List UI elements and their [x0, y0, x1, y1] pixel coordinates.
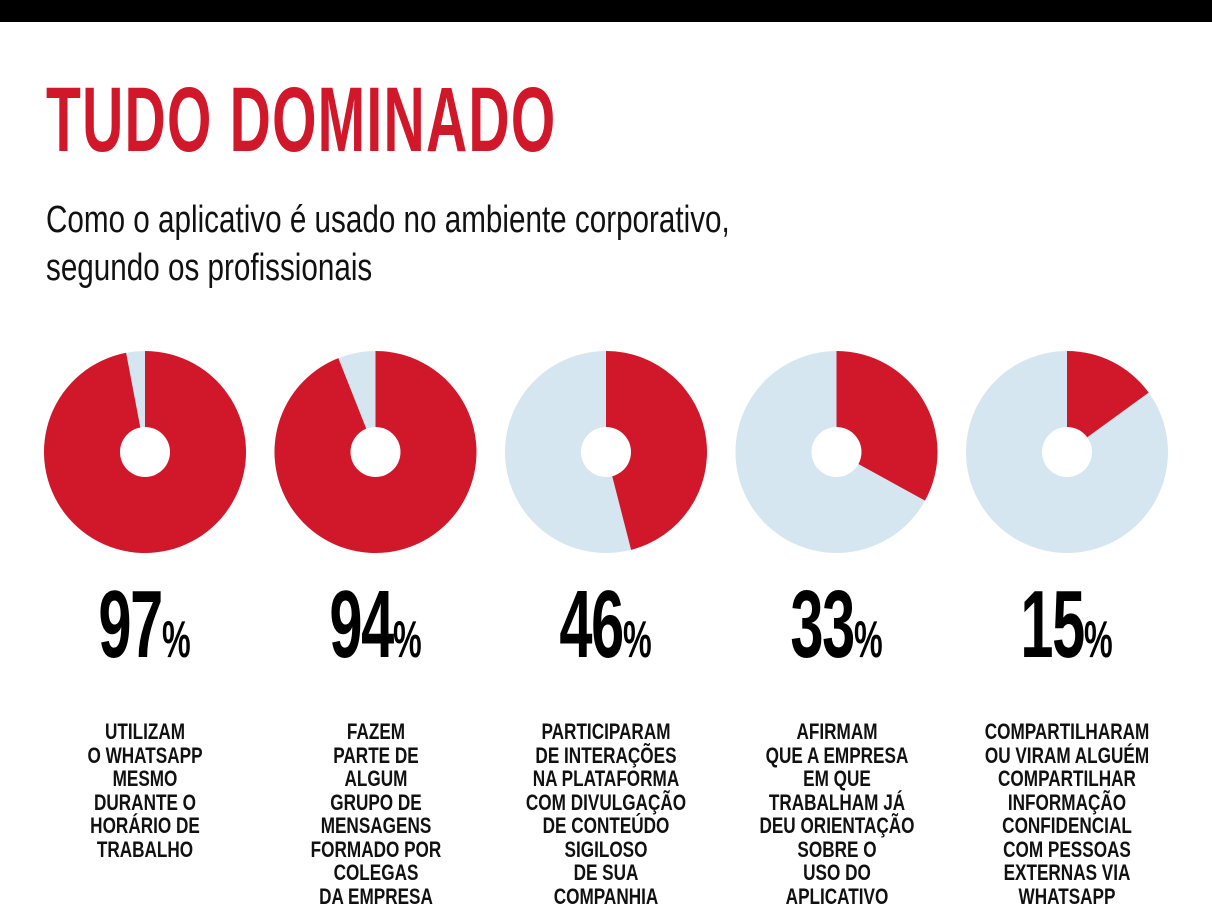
- donut-hole: [1042, 427, 1092, 477]
- description-line: COLEGAS: [333, 860, 418, 885]
- percent-sign: %: [393, 611, 422, 669]
- percentage-number: 46: [559, 571, 625, 678]
- stat-description: COMPARTILHARAM OU VIRAM ALGUÉM COMPARTILHA…: [952, 720, 1182, 908]
- description-line: DE CONTEÚDO: [542, 813, 670, 838]
- stat-column: 15% COMPARTILHARAM OU VIRAM ALGUÉM COMPARTI…: [952, 575, 1182, 908]
- chart-subtitle: Como o aplicativo é usado no ambiente co…: [46, 196, 730, 292]
- stat-column: 46% PARTICIPARAM DE INTERAÇÕES NA PLATAFORM…: [491, 575, 721, 908]
- description-line: ALGUM: [344, 766, 407, 791]
- description-line: UTILIZAM: [104, 719, 186, 744]
- description-line: MESMO: [112, 766, 178, 791]
- donut-hole: [120, 427, 170, 477]
- description-line: EM QUE: [802, 766, 871, 791]
- subtitle-line: Como o aplicativo é usado no ambiente co…: [46, 199, 730, 241]
- description-line: COMPANHIA: [553, 883, 659, 909]
- percentage-number: 33: [790, 571, 855, 678]
- description-line: GRUPO DE: [329, 789, 422, 815]
- description-line: CONFIDENCIAL: [1002, 813, 1132, 838]
- donut-hole: [350, 427, 401, 477]
- stat-column: 33% AFIRMAM QUE A EMPRESA EM QUE TRABALHAM J…: [722, 575, 952, 908]
- donut-value-slice: [1067, 351, 1149, 452]
- percent-sign: %: [1084, 611, 1114, 669]
- description-line: SIGILOSO: [564, 836, 648, 862]
- description-line: PARTICIPARAM: [541, 719, 671, 744]
- donut-value-slice: [606, 351, 707, 550]
- stat-column: 94% FAZEM PARTE DE ALGUM GRUPO DE MENSAGENS FO…: [261, 575, 491, 908]
- description-line: COM DIVULGAÇÃO: [525, 789, 687, 815]
- description-line: SOBRE O: [796, 836, 877, 862]
- percent-sign: %: [162, 611, 192, 669]
- stat-description: PARTICIPARAM DE INTERAÇÕES NA PLATAFORMA CO…: [491, 720, 721, 908]
- donut-chart: [505, 351, 707, 553]
- description-line: DE SUA: [573, 860, 639, 885]
- description-line: EXTERNAS VIA: [1003, 860, 1131, 885]
- description-line: INFORMAÇÃO: [1007, 789, 1127, 815]
- description-line: APLICATIVO: [785, 883, 888, 909]
- description-line: PARTE DE: [332, 742, 419, 768]
- description-line: OU VIRAM ALGUÉM: [984, 742, 1150, 768]
- stat-description: UTILIZAM O WHATSAPP MESMO DURANTE O HORÁRIO …: [30, 720, 260, 861]
- donut-hole: [581, 427, 631, 477]
- donut-chart: [274, 351, 477, 553]
- stat-column: 97% UTILIZAM O WHATSAPP MESMO DURANTE O HORÁR…: [30, 575, 260, 861]
- percentage-value: 15%: [1021, 575, 1113, 690]
- chart-title: TUDO DOMINADO: [46, 69, 557, 171]
- donut-chart: [735, 351, 938, 553]
- description-line: FORMADO POR: [310, 836, 441, 862]
- description-line: FAZEM: [346, 719, 405, 744]
- description-line: NA PLATAFORMA: [532, 766, 680, 791]
- description-line: DA EMPRESA: [318, 883, 433, 909]
- description-line: DEU ORIENTAÇÃO: [758, 813, 915, 838]
- description-line: MENSAGENS: [320, 813, 431, 838]
- description-line: AFIRMAM: [795, 719, 878, 744]
- percentage-number: 15: [1020, 571, 1086, 678]
- description-line: DURANTE O: [93, 789, 197, 815]
- description-line: COM PESSOAS: [1003, 836, 1131, 862]
- description-line: HORÁRIO DE: [90, 813, 200, 838]
- description-line: WHATSAPP: [1018, 883, 1116, 909]
- percent-sign: %: [854, 611, 883, 669]
- percentage-number: 94: [329, 571, 394, 678]
- percentage-value: 94%: [329, 575, 421, 690]
- percentage-value: 33%: [790, 575, 882, 690]
- description-line: COMPARTILHAR: [998, 766, 1136, 791]
- subtitle-line: segundo os profissionais: [46, 247, 373, 289]
- description-line: QUE A EMPRESA: [765, 742, 908, 768]
- donut-chart: [44, 351, 247, 553]
- percent-sign: %: [623, 611, 653, 669]
- stat-description: AFIRMAM QUE A EMPRESA EM QUE TRABALHAM JÁ DE…: [722, 720, 952, 908]
- percentage-value: 46%: [560, 575, 652, 690]
- donut-value-slice: [836, 351, 938, 501]
- description-line: O WHATSAPP: [87, 742, 203, 768]
- donut-chart: [966, 351, 1168, 553]
- donut-hole: [811, 427, 862, 477]
- description-line: TRABALHO: [96, 836, 194, 862]
- percentage-number: 97: [98, 571, 164, 678]
- top-bar: [0, 0, 1212, 22]
- stat-description: FAZEM PARTE DE ALGUM GRUPO DE MENSAGENS FORMA…: [261, 720, 491, 908]
- percentage-value: 97%: [99, 575, 191, 690]
- description-line: TRABALHAM JÁ: [768, 789, 905, 815]
- description-line: DE INTERAÇÕES: [535, 742, 677, 768]
- description-line: COMPARTILHARAM: [984, 719, 1150, 744]
- description-line: USO DO: [802, 860, 871, 885]
